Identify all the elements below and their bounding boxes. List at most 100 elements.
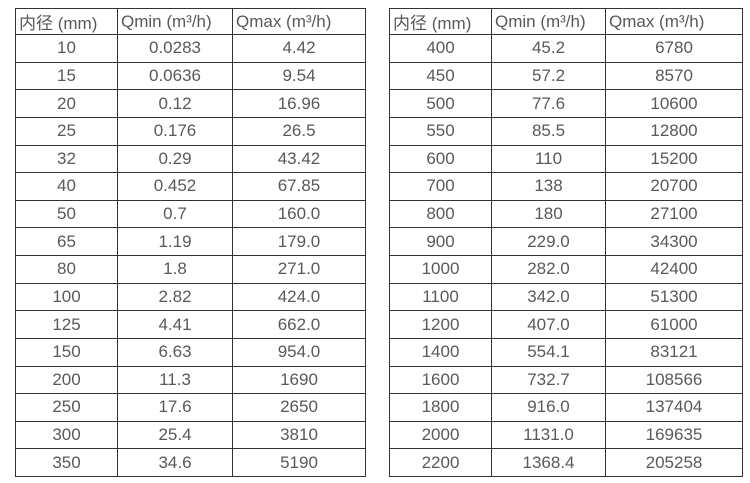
table-cell: 300 [15,420,118,450]
table-cell: 83121 [605,337,743,367]
table-row: 50 0.7 160.0 [15,199,366,229]
table-cell: 27100 [605,199,743,229]
table-row: 1000 282.0 42400 [389,255,743,284]
table-row: 150 6.63 954.0 [15,337,366,367]
table-body: 400 45.2 6780 450 57.2 8570 500 77.6 10600 550 85.… [389,34,743,477]
table-cell: 85.5 [491,116,606,146]
col-header-qmax: Qmax (m³/h) [232,8,366,35]
table-cell: 732.7 [491,365,606,395]
table-cell: 900 [389,227,492,256]
table-cell: 0.0283 [117,34,233,63]
table-cell: 0.452 [117,172,233,201]
table-cell: 500 [389,89,492,118]
table-cell: 1.8 [117,255,233,284]
table-cell: 4.41 [117,310,233,339]
table-row: 1200 407.0 61000 [389,310,743,339]
table-row: 80 1.8 271.0 [15,255,366,284]
table-cell: 2200 [389,448,492,477]
table-row: 250 17.6 2650 [15,393,366,422]
table-cell: 43.42 [232,144,366,174]
table-cell: 26.5 [232,116,366,146]
table-cell: 10 [15,34,118,63]
table-cell: 916.0 [491,393,606,422]
table-cell: 2.82 [117,282,233,312]
table-cell: 0.12 [117,89,233,118]
table-cell: 6.63 [117,337,233,367]
table-cell: 10600 [605,89,743,118]
table-row: 600 110 15200 [389,144,743,174]
table-row: 25 0.176 26.5 [15,116,366,146]
table-row: 40 0.452 67.85 [15,172,366,201]
table-cell: 407.0 [491,310,606,339]
table-row: 20 0.12 16.96 [15,89,366,118]
table-cell: 179.0 [232,227,366,256]
table-row: 300 25.4 3810 [15,420,366,450]
table-cell: 2000 [389,420,492,450]
table-cell: 800 [389,199,492,229]
table-cell: 554.1 [491,337,606,367]
table-cell: 342.0 [491,282,606,312]
table-cell: 3810 [232,420,366,450]
table-cell: 15 [15,61,118,91]
table-cell: 150 [15,337,118,367]
table-cell: 1.19 [117,227,233,256]
table-cell: 229.0 [491,227,606,256]
table-cell: 1800 [389,393,492,422]
table-cell: 25 [15,116,118,146]
table-cell: 108566 [605,365,743,395]
table-cell: 0.0636 [117,61,233,91]
table-cell: 51300 [605,282,743,312]
table-row: 1600 732.7 108566 [389,365,743,395]
table-row: 100 2.82 424.0 [15,282,366,312]
table-cell: 0.7 [117,199,233,229]
table-row: 1800 916.0 137404 [389,393,743,422]
table-cell: 57.2 [491,61,606,91]
table-row: 15 0.0636 9.54 [15,61,366,91]
table-cell: 1100 [389,282,492,312]
table-cell: 8570 [605,61,743,91]
table-cell: 100 [15,282,118,312]
table-cell: 400 [389,34,492,63]
table-cell: 11.3 [117,365,233,395]
col-header-inner-diameter: 内径 (mm) [15,8,118,35]
table-cell: 450 [389,61,492,91]
table-row: 400 45.2 6780 [389,34,743,63]
table-cell: 1200 [389,310,492,339]
table-cell: 1000 [389,255,492,284]
table-cell: 0.29 [117,144,233,174]
table-cell: 12800 [605,116,743,146]
table-cell: 32 [15,144,118,174]
table-cell: 662.0 [232,310,366,339]
table-row: 2200 1368.4 205258 [389,448,743,477]
table-cell: 550 [389,116,492,146]
table-cell: 1368.4 [491,448,606,477]
table-cell: 34300 [605,227,743,256]
table-cell: 600 [389,144,492,174]
table-row: 125 4.41 662.0 [15,310,366,339]
table-row: 1400 554.1 83121 [389,337,743,367]
table-cell: 110 [491,144,606,174]
table-cell: 77.6 [491,89,606,118]
table-row: 350 34.6 5190 [15,448,366,477]
col-header-qmin: Qmin (m³/h) [491,8,606,35]
table-cell: 1131.0 [491,420,606,450]
table-cell: 205258 [605,448,743,477]
table-cell: 80 [15,255,118,284]
table-cell: 250 [15,393,118,422]
table-cell: 138 [491,172,606,201]
table-cell: 282.0 [491,255,606,284]
table-cell: 424.0 [232,282,366,312]
table-row: 550 85.5 12800 [389,116,743,146]
table-cell: 15200 [605,144,743,174]
table-cell: 200 [15,365,118,395]
table-row: 700 138 20700 [389,172,743,201]
table-cell: 65 [15,227,118,256]
col-header-inner-diameter: 内径 (mm) [389,8,492,35]
table-cell: 1400 [389,337,492,367]
table-cell: 16.96 [232,89,366,118]
table-cell: 50 [15,199,118,229]
table-cell: 42400 [605,255,743,284]
table-cell: 34.6 [117,448,233,477]
table-cell: 169635 [605,420,743,450]
